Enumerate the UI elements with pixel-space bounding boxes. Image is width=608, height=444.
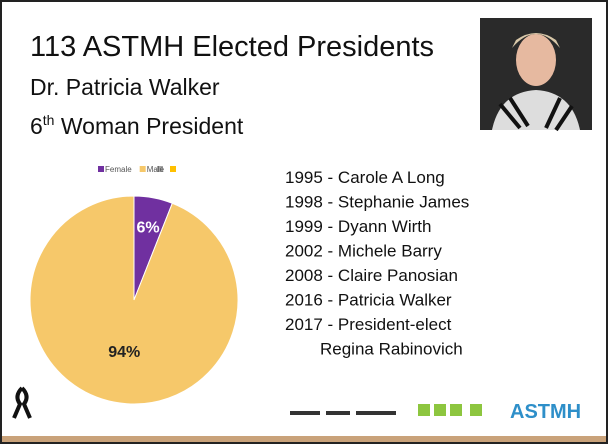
list-item: 1995 - Carole A Long <box>285 168 445 187</box>
list-item: 1999 - Dyann Wirth <box>285 217 431 236</box>
list-item: 2016 - Patricia Walker <box>285 291 452 310</box>
legend-swatch <box>98 166 104 172</box>
list-item: 2002 - Michele Barry <box>285 242 442 261</box>
legend-swatch <box>170 166 176 172</box>
data-label: 6% <box>136 219 159 236</box>
legend-label: Female <box>105 165 132 174</box>
data-label: 94% <box>108 344 140 361</box>
slide: 113 ASTMH Elected Presidents Dr. Patrici… <box>0 0 608 444</box>
pie-slice <box>30 196 238 404</box>
line3-number: 6 <box>30 113 43 139</box>
list-item: 2017 - President-elect <box>285 315 452 334</box>
logo: ASTMH <box>510 401 581 423</box>
legend-label: Male <box>147 165 165 174</box>
list-item: Regina Rabinovich <box>320 340 463 359</box>
list-item: 2008 - Claire Panosian <box>285 266 458 285</box>
line3-superscript: th <box>43 112 55 128</box>
list-item: 1998 - Stephanie James <box>285 193 469 212</box>
subtitle: Dr. Patricia Walker <box>30 74 220 100</box>
line3: 6th Woman President <box>30 112 244 139</box>
line3-rest: Woman President <box>54 113 243 139</box>
photo <box>480 18 592 130</box>
legend-swatch <box>140 166 146 172</box>
title: 113 ASTMH Elected Presidents <box>30 31 434 63</box>
